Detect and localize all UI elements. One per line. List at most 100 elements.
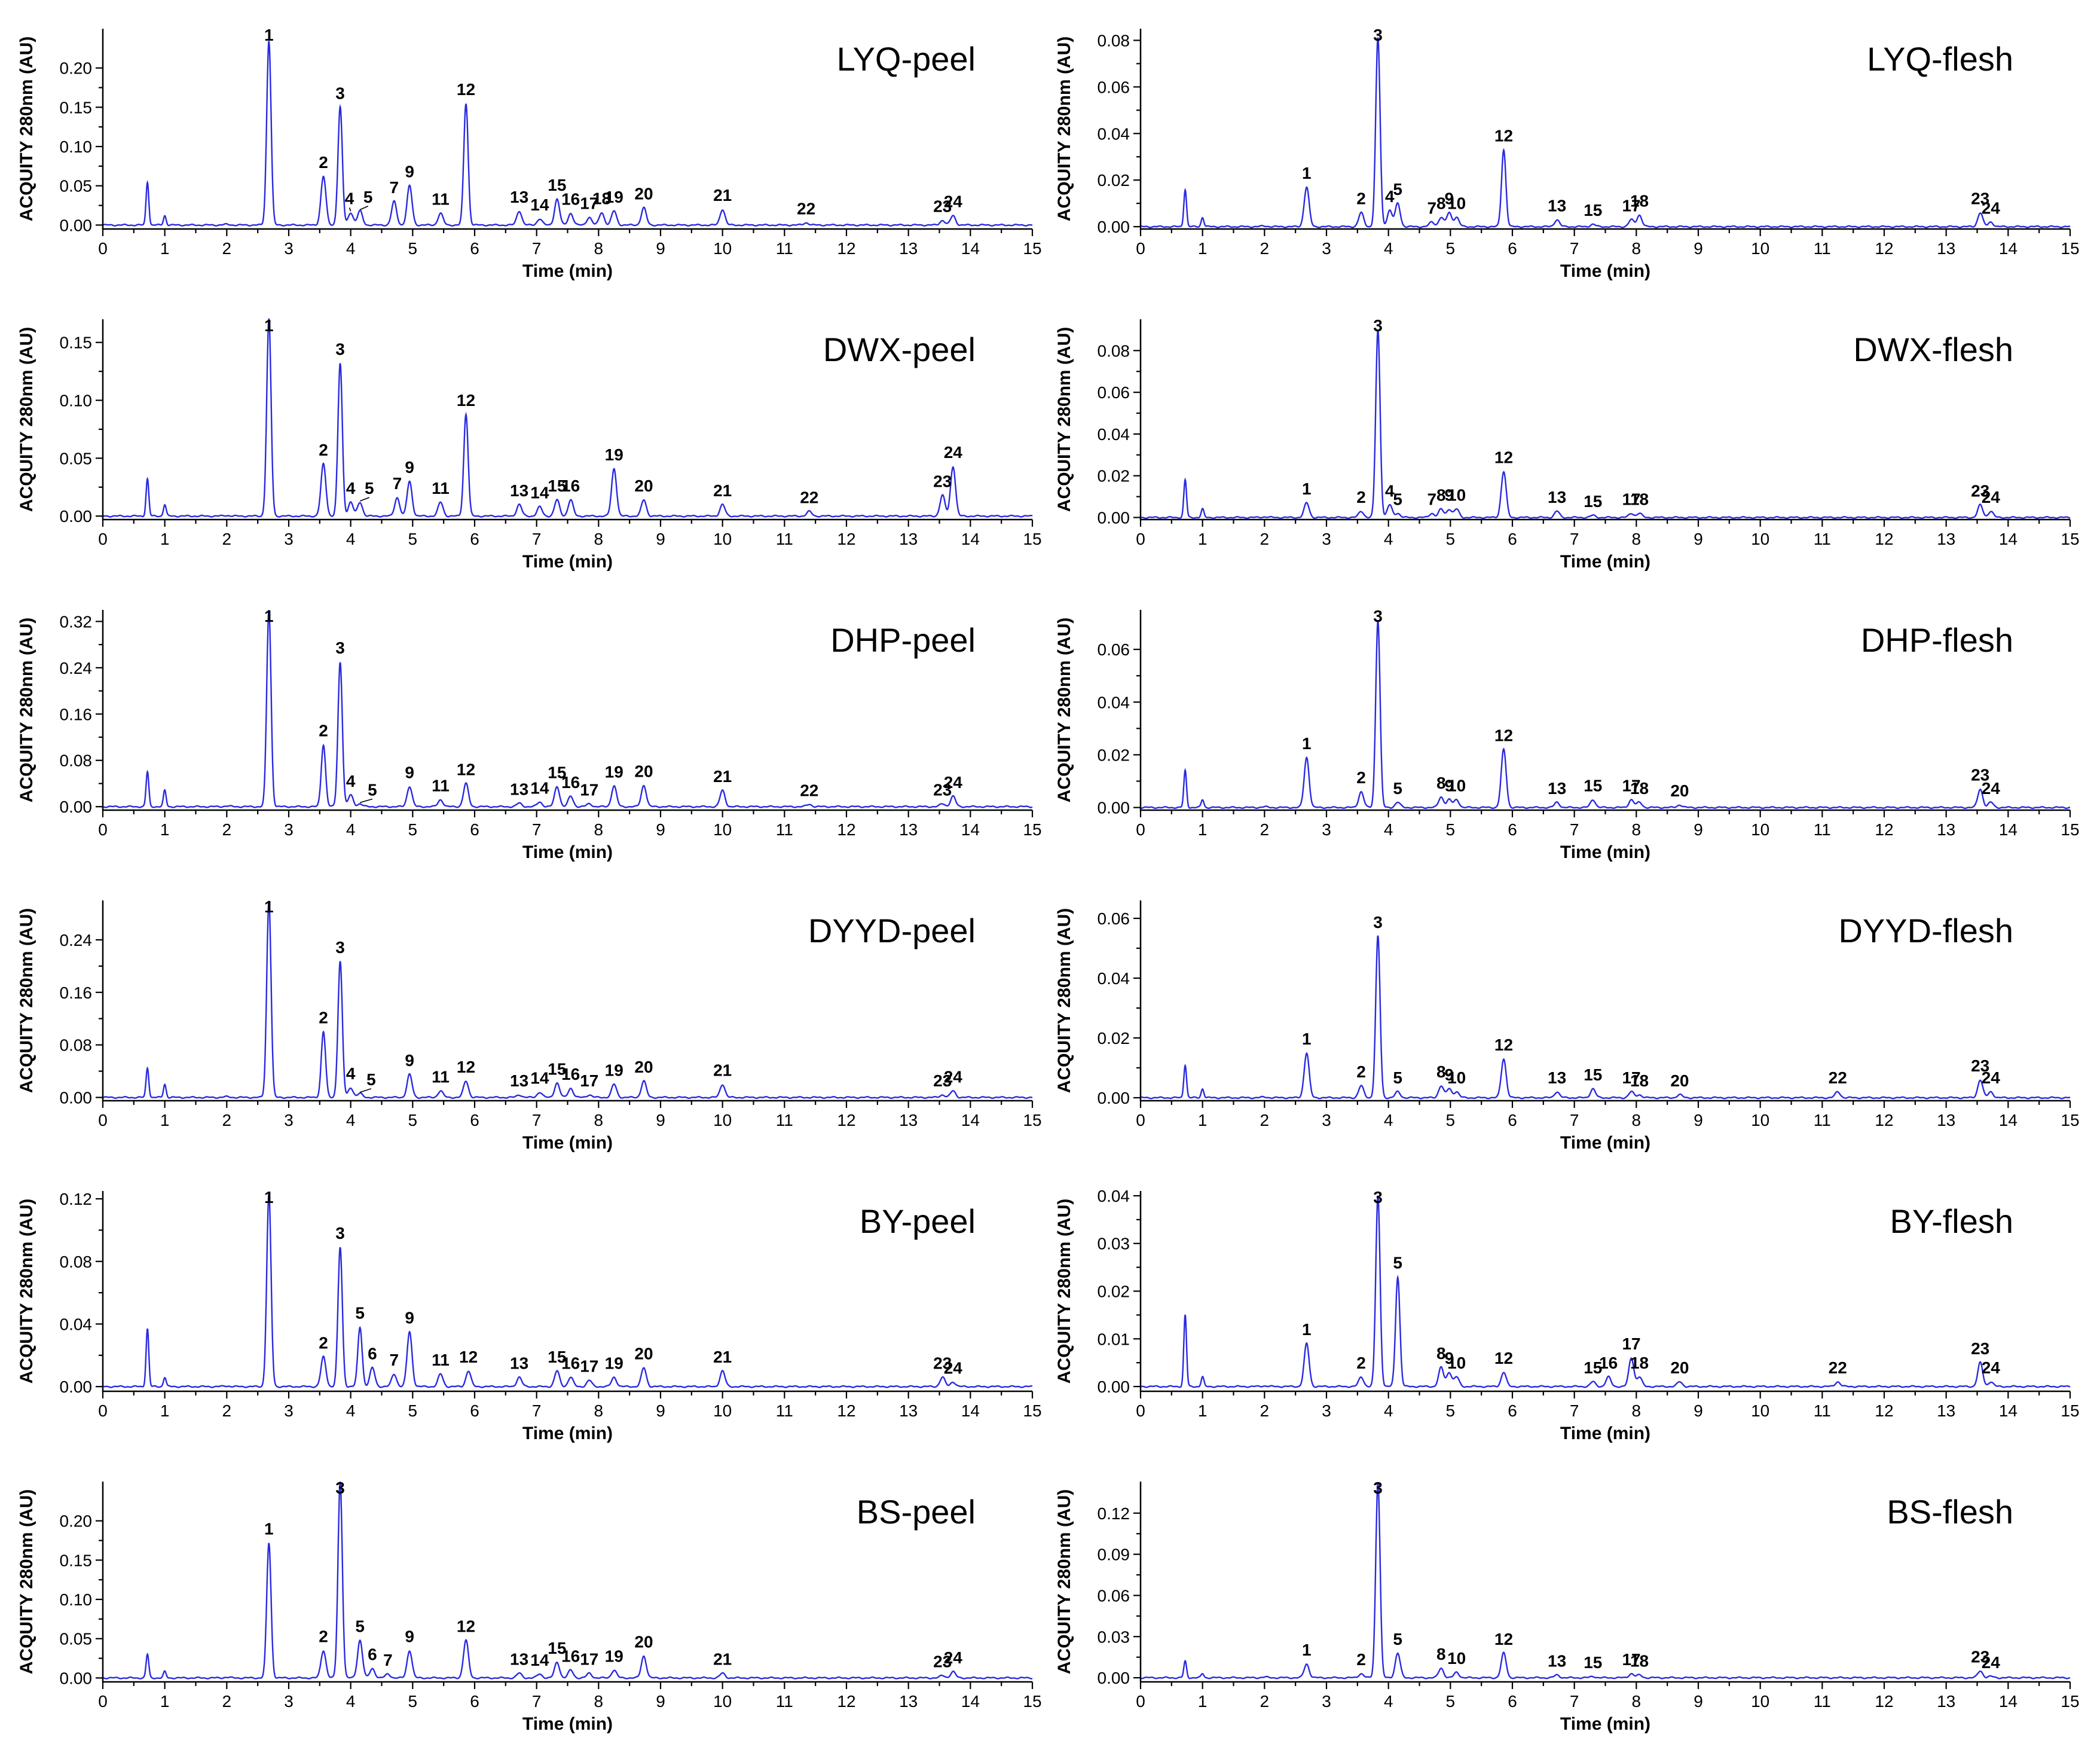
peak-label-23: 23 (933, 1071, 952, 1090)
y-axis-title: ACQUITY 280nm (AU) (17, 327, 36, 512)
x-tick-label: 0 (98, 530, 108, 548)
peak-label-1: 1 (1302, 1320, 1312, 1339)
peak-label-7: 7 (393, 474, 402, 493)
y-tick-label: 0.06 (1098, 78, 1130, 96)
peak-label-8: 8 (1436, 1062, 1446, 1081)
x-tick-label: 9 (1694, 1692, 1703, 1711)
peak-label-5: 5 (363, 188, 373, 206)
peak-label-3: 3 (335, 1224, 345, 1242)
peak-label-15: 15 (1584, 492, 1602, 511)
trace-line (1141, 1195, 2071, 1388)
x-tick-label: 8 (594, 1692, 604, 1711)
x-tick-label: 5 (408, 1401, 418, 1420)
x-tick-label: 4 (1384, 530, 1393, 548)
x-tick-label: 2 (1260, 820, 1270, 839)
peak-label-17: 17 (1622, 490, 1640, 509)
x-tick-label: 14 (1999, 820, 2018, 839)
peak-label-23: 23 (1971, 1648, 1989, 1666)
x-axis-title: Time (min) (1560, 552, 1650, 572)
peak-label-21: 21 (713, 186, 732, 204)
peak-label-22: 22 (800, 781, 818, 799)
x-tick-label: 3 (1322, 239, 1331, 258)
peak-label-8: 8 (1436, 1344, 1446, 1363)
y-axis-title: ACQUITY 280nm (AU) (1054, 327, 1074, 512)
peak-label-12: 12 (459, 1348, 478, 1366)
peak-label-14: 14 (530, 1069, 549, 1088)
x-tick-label: 1 (1198, 239, 1208, 258)
x-tick-label: 0 (98, 239, 108, 258)
x-tick-label: 9 (656, 1111, 665, 1129)
x-axis-title: Time (min) (1560, 1133, 1650, 1153)
x-tick-label: 1 (160, 1111, 170, 1129)
peak-label-24: 24 (944, 1648, 963, 1667)
x-tick-label: 4 (346, 1111, 356, 1129)
peak-label-9: 9 (405, 1627, 414, 1645)
y-axis-title: ACQUITY 280nm (AU) (17, 36, 36, 222)
peak-label-16: 16 (561, 1065, 580, 1083)
x-tick-label: 13 (1937, 239, 1955, 258)
peak-label-9: 9 (405, 458, 414, 477)
y-tick-label: 0.10 (60, 1590, 93, 1609)
peak-label-16: 16 (561, 1647, 580, 1665)
x-tick-label: 1 (1198, 1111, 1208, 1129)
peak-label-12: 12 (1494, 1036, 1513, 1054)
y-tick-label: 0.08 (60, 1036, 93, 1055)
x-tick-label: 0 (98, 1401, 108, 1420)
x-tick-label: 3 (284, 1692, 294, 1711)
peak-label-2: 2 (319, 1333, 328, 1352)
peak-label-5: 5 (355, 1617, 365, 1635)
y-tick-label: 0.24 (60, 931, 93, 949)
peak-label-5: 5 (1393, 1630, 1402, 1648)
peak-label-11: 11 (432, 1351, 450, 1369)
peak-label-3: 3 (1373, 1188, 1383, 1207)
peak-label-2: 2 (319, 1009, 328, 1027)
x-tick-label: 8 (1632, 1692, 1642, 1711)
peak-label-2: 2 (1356, 1650, 1366, 1669)
peak-label-11: 11 (432, 777, 450, 795)
x-tick-label: 10 (713, 530, 732, 548)
peak-label-2: 2 (1356, 1062, 1366, 1081)
chromatogram-dhp-flesh: 0 1 2 3 4 5 6 7 8 9 10 11 12 13 14 150.000.020.040.06Ti… (1054, 607, 2080, 862)
x-tick-label: 13 (899, 1111, 918, 1129)
x-tick-label: 1 (1198, 1401, 1208, 1420)
x-tick-label: 10 (1751, 530, 1769, 548)
x-tick-label: 0 (1136, 820, 1145, 839)
x-tick-label: 4 (1384, 820, 1393, 839)
trace-line (103, 1482, 1033, 1679)
x-tick-label: 9 (1694, 1111, 1703, 1129)
peak-label-22: 22 (797, 199, 815, 218)
peak-label-3: 3 (1373, 1479, 1383, 1497)
peak-label-2: 2 (319, 153, 328, 172)
peak-label-22: 22 (1829, 1358, 1847, 1377)
peak-label-15: 15 (1584, 1653, 1602, 1672)
y-tick-label: 0.15 (60, 334, 93, 352)
peak-label-11: 11 (432, 479, 450, 497)
x-tick-label: 14 (961, 1692, 980, 1711)
x-tick-label: 15 (1023, 239, 1041, 258)
peak-label-21: 21 (713, 767, 732, 786)
peak-label-15: 15 (548, 1639, 566, 1657)
peak-label-24: 24 (944, 1358, 963, 1377)
x-tick-label: 3 (1322, 530, 1331, 548)
peak-label-2: 2 (1356, 768, 1366, 787)
x-tick-label: 5 (408, 530, 418, 548)
x-tick-label: 5 (1446, 1692, 1456, 1711)
peak-label-13: 13 (510, 1650, 528, 1669)
peak-label-1: 1 (1302, 1641, 1312, 1659)
x-tick-label: 12 (837, 239, 855, 258)
peak-label-3: 3 (1373, 913, 1383, 932)
trace-line (1141, 935, 2071, 1100)
peak-label-12: 12 (457, 1058, 475, 1076)
x-tick-label: 7 (1570, 820, 1579, 839)
x-tick-label: 9 (656, 239, 665, 258)
peak-label-15: 15 (548, 1059, 566, 1078)
peak-label-24: 24 (1982, 1068, 2001, 1087)
x-tick-label: 11 (1814, 1692, 1831, 1711)
peak-label-5: 5 (368, 780, 377, 799)
x-tick-label: 5 (1446, 239, 1456, 258)
x-tick-label: 0 (98, 1692, 108, 1711)
chromatogram-dyyd-flesh: 0 1 2 3 4 5 6 7 8 9 10 11 12 13 14 150.000.020.040.06Ti… (1054, 900, 2080, 1153)
x-tick-label: 11 (776, 530, 793, 548)
x-tick-label: 13 (899, 1401, 918, 1420)
peak-label-10: 10 (1447, 776, 1466, 795)
